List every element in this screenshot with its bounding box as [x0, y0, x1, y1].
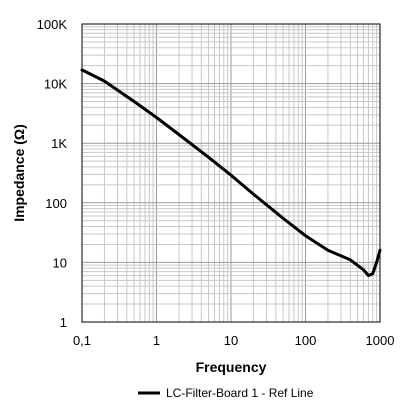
x-tick-label: 10	[224, 333, 238, 348]
y-tick-label: 10K	[44, 77, 67, 92]
legend: LC-Filter-Board 1 - Ref Line	[138, 386, 314, 400]
x-tick-label: 1000	[366, 333, 395, 348]
y-tick-label: 100K	[37, 17, 68, 32]
plot-frame	[81, 23, 381, 323]
legend-label: LC-Filter-Board 1 - Ref Line	[166, 386, 314, 400]
series-line	[80, 68, 382, 278]
x-tick-label: 0,1	[73, 333, 91, 348]
grid	[82, 24, 380, 322]
y-tick-label: 10	[53, 255, 67, 270]
y-tick-labels: 100K 10K 1K 100 10 1	[37, 17, 68, 330]
y-axis-title: Impedance (Ω)	[11, 124, 27, 222]
x-tick-labels: 0,1 1 10 100 1000	[73, 333, 395, 348]
x-tick-label: 100	[295, 333, 317, 348]
x-tick-label: 1	[153, 333, 160, 348]
y-tick-label: 100	[45, 196, 67, 211]
y-tick-label: 1K	[51, 136, 67, 151]
x-axis-title: Frequency	[196, 359, 267, 375]
series-lines	[80, 68, 382, 278]
y-tick-label: 1	[60, 315, 67, 330]
